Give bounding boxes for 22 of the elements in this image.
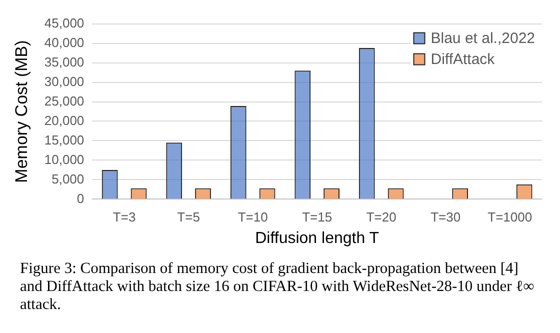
- y-tick-label: 20,000: [44, 112, 84, 128]
- x-axis-title: Diffusion length T: [255, 230, 380, 247]
- caption: Figure 3: Comparison of memory cost of gradient back-propagation between [4] and DiffAttack with batch size 16 on CIFAR-10 with WideResNet-28-10 under ℓ∞ attack.: [19, 260, 536, 314]
- x-tick-label: T=30: [430, 210, 461, 225]
- x-tick-label: T=15: [302, 210, 332, 225]
- y-tick-label: 30,000: [44, 74, 84, 89]
- y-tick-label: 35,000: [44, 54, 84, 70]
- y-tick-label: 15,000: [44, 132, 84, 148]
- y-tick-label: 45,000: [44, 15, 84, 30]
- y-tick-label: 40,000: [44, 34, 84, 50]
- y-tick-label: 25,000: [44, 93, 84, 108]
- y-tick-label: 0: [76, 190, 84, 206]
- y-tick-label: 10,000: [44, 152, 84, 167]
- legend-label: Blau et al.,2022: [430, 30, 536, 47]
- y-axis-title: Memory Cost (MB): [12, 40, 31, 183]
- x-tick-label: T=1000: [488, 210, 532, 225]
- legend-label: DiffAttack: [430, 50, 496, 68]
- x-tick-label: T=3: [112, 210, 136, 225]
- x-tick-label: T=5: [177, 210, 200, 225]
- x-tick-label: T=10: [238, 210, 268, 225]
- x-tick-label: T=20: [366, 210, 396, 225]
- y-tick-label: 5,000: [52, 171, 84, 186]
